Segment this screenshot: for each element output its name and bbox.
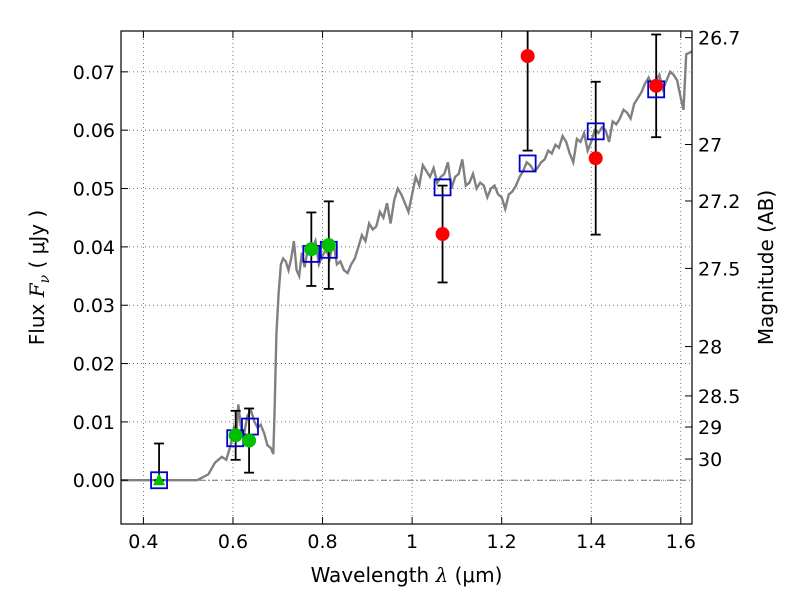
x-tick-label-6: 1.6	[666, 531, 696, 553]
y-axis-title-subscript: ν	[37, 274, 53, 283]
red-point-2	[588, 151, 603, 166]
magnitude-tick-label-1: 27	[698, 134, 722, 156]
model-point-6	[518, 154, 537, 173]
model-point-7	[586, 122, 605, 141]
red-point-3	[649, 78, 664, 93]
magnitude-tick-label-5: 28.5	[698, 386, 740, 408]
x-axis-ticks: 0.4 0.6 0.8 1 1.2 1.4 1.6	[128, 31, 696, 553]
green-point-1	[242, 433, 257, 448]
magnitude-tick-label-0: 26.7	[698, 28, 740, 50]
x-axis-title: Wavelength λ (μm)	[311, 563, 503, 587]
y-tick-label-6: 0.06	[73, 120, 115, 142]
y-axis-title-symbol: F	[25, 282, 49, 298]
y-axis-title-unit: ( μJy )	[25, 210, 49, 275]
green-point-2	[304, 242, 319, 257]
x-axis-title-prefix: Wavelength	[311, 563, 436, 587]
magnitude-tick-label-3: 27.5	[698, 258, 740, 280]
magnitude-axis-title: Magnitude (AB)	[754, 190, 778, 345]
y-axis-title: Flux Fν ( μJy )	[25, 210, 53, 345]
red-point-0	[435, 227, 450, 242]
y-tick-label-5: 0.05	[73, 179, 115, 201]
y-tick-label-7: 0.07	[73, 62, 115, 84]
red-point-1	[520, 49, 535, 64]
y-tick-label-1: 0.01	[73, 412, 115, 434]
x-tick-label-2: 0.8	[307, 531, 337, 553]
magnitude-tick-label-4: 28	[698, 337, 722, 359]
magnitude-tick-label-2: 27.2	[698, 191, 740, 213]
y-tick-label-3: 0.03	[73, 295, 115, 317]
x-tick-label-3: 1	[406, 531, 418, 553]
x-tick-label-1: 0.6	[218, 531, 248, 553]
plot-frame	[120, 30, 693, 525]
y-axis-ticks: 0.00 0.01 0.02 0.03 0.04 0.05 0.06 0.07	[73, 62, 128, 492]
green-data-points	[153, 238, 336, 486]
x-tick-label-5: 1.4	[576, 531, 606, 553]
magnitude-tick-label-6: 29	[698, 417, 722, 439]
y-tick-label-2: 0.02	[73, 354, 115, 376]
magnitude-axis-ticks: 26.7 27 27.2 27.5 28 28.5 29 30	[685, 28, 740, 471]
y-tick-label-4: 0.04	[73, 237, 115, 259]
green-point-0	[228, 428, 243, 443]
x-tick-label-4: 1.2	[487, 531, 517, 553]
model-point-5	[433, 178, 452, 197]
magnitude-tick-label-7: 30	[698, 449, 722, 471]
green-upper-limit-triangle	[153, 473, 166, 486]
y-tick-label-0: 0.00	[73, 470, 115, 492]
x-axis-title-symbol: λ	[435, 563, 449, 587]
y-axis-title-prefix: Flux	[25, 297, 49, 345]
x-tick-label-0: 0.4	[128, 531, 158, 553]
model-point-0	[150, 471, 168, 490]
x-axis-title-unit: (μm)	[448, 563, 502, 587]
green-point-3	[321, 238, 336, 253]
red-data-points	[435, 49, 664, 242]
